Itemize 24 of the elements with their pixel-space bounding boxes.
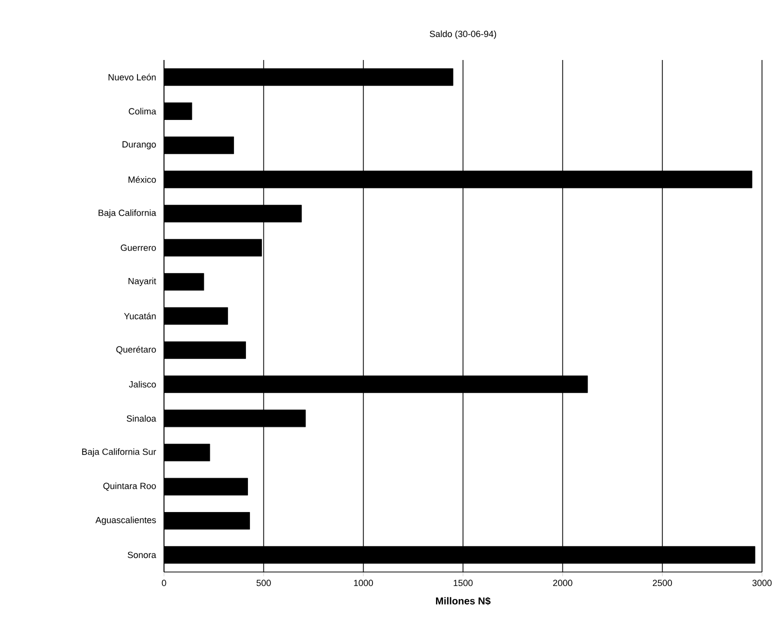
y-tick-label: Durango bbox=[122, 141, 156, 150]
chart-title: Saldo (30-06-94) bbox=[430, 30, 496, 39]
y-tick-label: Jalisco bbox=[128, 380, 156, 388]
x-tick-label: 3000 bbox=[752, 580, 772, 586]
y-tick-label: Quintara Roo bbox=[103, 482, 156, 491]
x-tick-label: 500 bbox=[256, 580, 271, 586]
x-axis-title: Millones N$ bbox=[436, 596, 491, 606]
x-tick-label: 0 bbox=[162, 580, 166, 586]
y-tick-label: Aguascalientes bbox=[95, 516, 156, 525]
y-tick-label: Baja California Sur bbox=[82, 448, 156, 457]
y-tick-label: Sonora bbox=[128, 552, 156, 558]
y-tick-label: Guerrero bbox=[120, 244, 156, 251]
y-tick-label: México bbox=[128, 176, 156, 183]
y-tick-label: Nuevo León bbox=[108, 74, 156, 80]
y-tick-label: Nayarit bbox=[128, 278, 156, 286]
x-tick-label: 1500 bbox=[454, 580, 473, 586]
y-tick-label: Yucatán bbox=[124, 312, 156, 320]
y-tick-label: Baja California bbox=[98, 209, 156, 218]
y-tick-label: Querétaro bbox=[116, 346, 156, 354]
y-tick-label: Sinaloa bbox=[126, 415, 156, 422]
x-tick-label: 2500 bbox=[652, 580, 672, 586]
x-tick-label: 2000 bbox=[553, 580, 572, 586]
y-tick-label: Colima bbox=[128, 108, 156, 114]
x-tick-label: 1000 bbox=[354, 580, 373, 586]
